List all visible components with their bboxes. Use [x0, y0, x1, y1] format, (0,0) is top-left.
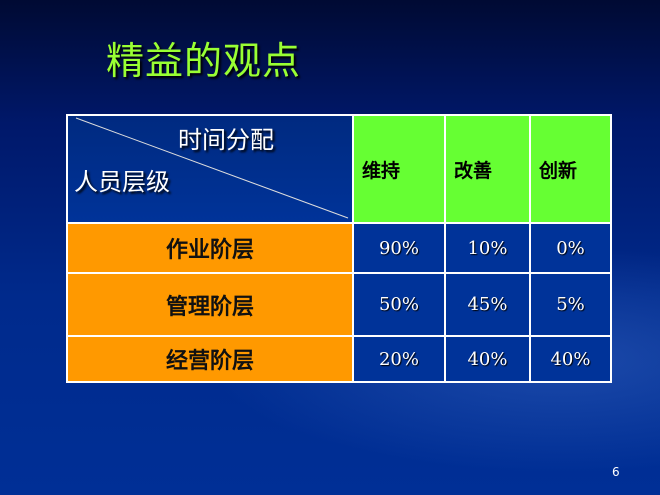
- cell: 45%: [444, 272, 531, 337]
- row-label: 经营阶层: [66, 335, 354, 383]
- cell: 0%: [529, 222, 612, 274]
- cell: 10%: [444, 222, 531, 274]
- diagonal-divider: [75, 117, 349, 219]
- table-row: 作业阶层 90% 10% 0%: [66, 222, 612, 274]
- column-header: 改善: [444, 114, 531, 224]
- corner-bottom-label: 人员层级: [74, 168, 170, 196]
- cell: 5%: [529, 272, 612, 337]
- cell: 20%: [352, 335, 446, 383]
- corner-header: 时间分配 人员层级: [66, 114, 354, 224]
- cell: 50%: [352, 272, 446, 337]
- corner-top-label: 时间分配: [178, 126, 274, 154]
- slide-title: 精益的观点: [106, 39, 302, 83]
- cell: 90%: [352, 222, 446, 274]
- table-row: 经营阶层 20% 40% 40%: [66, 335, 612, 383]
- row-label: 管理阶层: [66, 272, 354, 337]
- page-number: 6: [612, 465, 620, 479]
- cell: 40%: [529, 335, 612, 383]
- row-label: 作业阶层: [66, 222, 354, 274]
- column-header: 创新: [529, 114, 612, 224]
- table-row: 管理阶层 50% 45% 5%: [66, 272, 612, 337]
- cell: 40%: [444, 335, 531, 383]
- column-header: 维持: [352, 114, 446, 224]
- time-allocation-table: 时间分配 人员层级 维持 改善 创新 作业阶层 90% 10% 0% 管理阶层 …: [66, 114, 612, 383]
